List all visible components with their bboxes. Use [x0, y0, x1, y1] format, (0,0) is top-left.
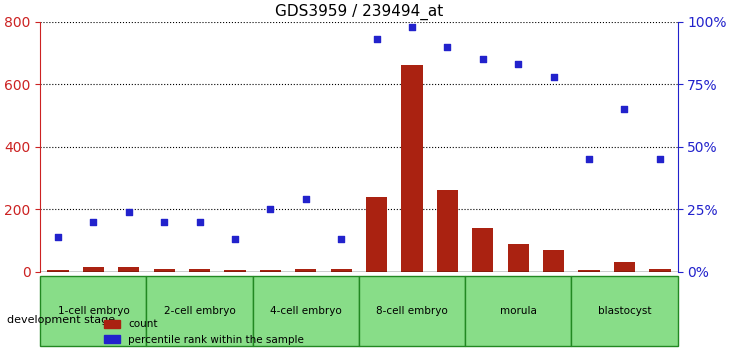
Point [229, 236, 240, 242]
Point [88, 219, 99, 224]
FancyBboxPatch shape [253, 276, 359, 346]
Bar [118, 267, 140, 272]
Bar [437, 190, 458, 272]
Bar [614, 262, 635, 272]
Point [371, 36, 382, 42]
Text: 1-cell embryo: 1-cell embryo [58, 306, 129, 316]
Point [194, 219, 205, 224]
Bar [401, 65, 423, 272]
Point [548, 74, 559, 80]
Bar [649, 269, 670, 272]
Point [406, 24, 418, 29]
Point [159, 219, 170, 224]
Point [300, 196, 311, 202]
Bar [543, 250, 564, 272]
Bar [48, 270, 69, 272]
Text: morula: morula [500, 306, 537, 316]
Bar [189, 269, 211, 272]
Point [618, 107, 630, 112]
Point [477, 56, 489, 62]
Text: 4-cell embryo: 4-cell embryo [270, 306, 341, 316]
Point [583, 156, 595, 162]
Point [512, 61, 524, 67]
Point [336, 236, 347, 242]
Bar [295, 269, 317, 272]
FancyBboxPatch shape [465, 276, 572, 346]
Text: blastocyst: blastocyst [598, 306, 651, 316]
Bar [260, 270, 281, 272]
Point [52, 234, 64, 240]
Bar [83, 267, 104, 272]
Text: development stage: development stage [7, 315, 115, 325]
Title: GDS3959 / 239494_at: GDS3959 / 239494_at [275, 4, 443, 21]
FancyBboxPatch shape [146, 276, 253, 346]
Text: 2-cell embryo: 2-cell embryo [164, 306, 235, 316]
FancyBboxPatch shape [359, 276, 465, 346]
Bar [224, 270, 246, 272]
Bar [366, 197, 387, 272]
Point [654, 156, 666, 162]
Bar [472, 228, 493, 272]
Legend: count, percentile rank within the sample: count, percentile rank within the sample [100, 315, 308, 349]
Point [442, 44, 453, 50]
Point [123, 209, 135, 215]
FancyBboxPatch shape [572, 276, 678, 346]
Text: 8-cell embryo: 8-cell embryo [376, 306, 448, 316]
Bar [330, 269, 352, 272]
Bar [154, 269, 175, 272]
Point [265, 206, 276, 212]
FancyBboxPatch shape [40, 276, 146, 346]
Bar [578, 270, 599, 272]
Bar [507, 244, 529, 272]
